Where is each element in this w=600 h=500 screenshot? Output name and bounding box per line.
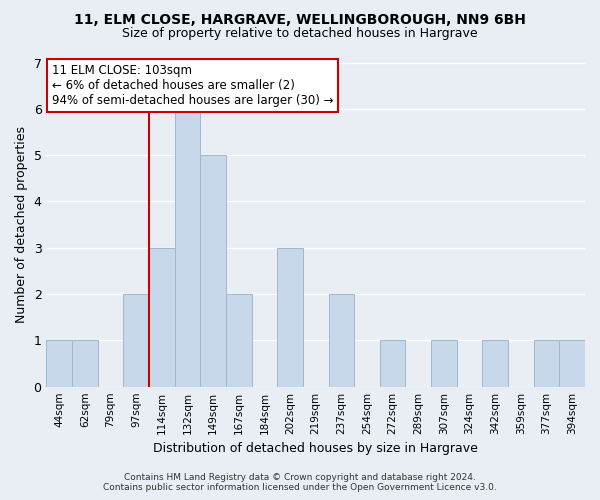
Bar xyxy=(277,248,303,386)
X-axis label: Distribution of detached houses by size in Hargrave: Distribution of detached houses by size … xyxy=(153,442,478,455)
Text: Size of property relative to detached houses in Hargrave: Size of property relative to detached ho… xyxy=(122,28,478,40)
Bar xyxy=(124,294,149,386)
Text: Contains HM Land Registry data © Crown copyright and database right 2024.
Contai: Contains HM Land Registry data © Crown c… xyxy=(103,473,497,492)
Bar xyxy=(72,340,98,386)
Text: 11, ELM CLOSE, HARGRAVE, WELLINGBOROUGH, NN9 6BH: 11, ELM CLOSE, HARGRAVE, WELLINGBOROUGH,… xyxy=(74,12,526,26)
Y-axis label: Number of detached properties: Number of detached properties xyxy=(15,126,28,323)
Bar xyxy=(149,248,175,386)
Bar xyxy=(380,340,406,386)
Bar xyxy=(226,294,251,386)
Bar xyxy=(534,340,559,386)
Bar xyxy=(559,340,585,386)
Text: 11 ELM CLOSE: 103sqm
← 6% of detached houses are smaller (2)
94% of semi-detache: 11 ELM CLOSE: 103sqm ← 6% of detached ho… xyxy=(52,64,334,107)
Bar xyxy=(200,155,226,386)
Bar xyxy=(431,340,457,386)
Bar xyxy=(482,340,508,386)
Bar xyxy=(46,340,72,386)
Bar xyxy=(329,294,354,386)
Bar xyxy=(175,109,200,386)
